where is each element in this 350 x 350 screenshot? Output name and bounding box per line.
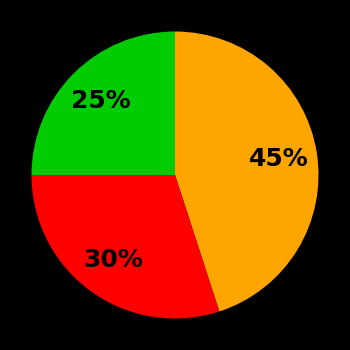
Wedge shape — [32, 32, 175, 175]
Text: 25%: 25% — [71, 89, 131, 113]
Text: 45%: 45% — [249, 147, 309, 170]
Text: 30%: 30% — [83, 248, 143, 272]
Wedge shape — [32, 175, 219, 318]
Wedge shape — [175, 32, 318, 312]
